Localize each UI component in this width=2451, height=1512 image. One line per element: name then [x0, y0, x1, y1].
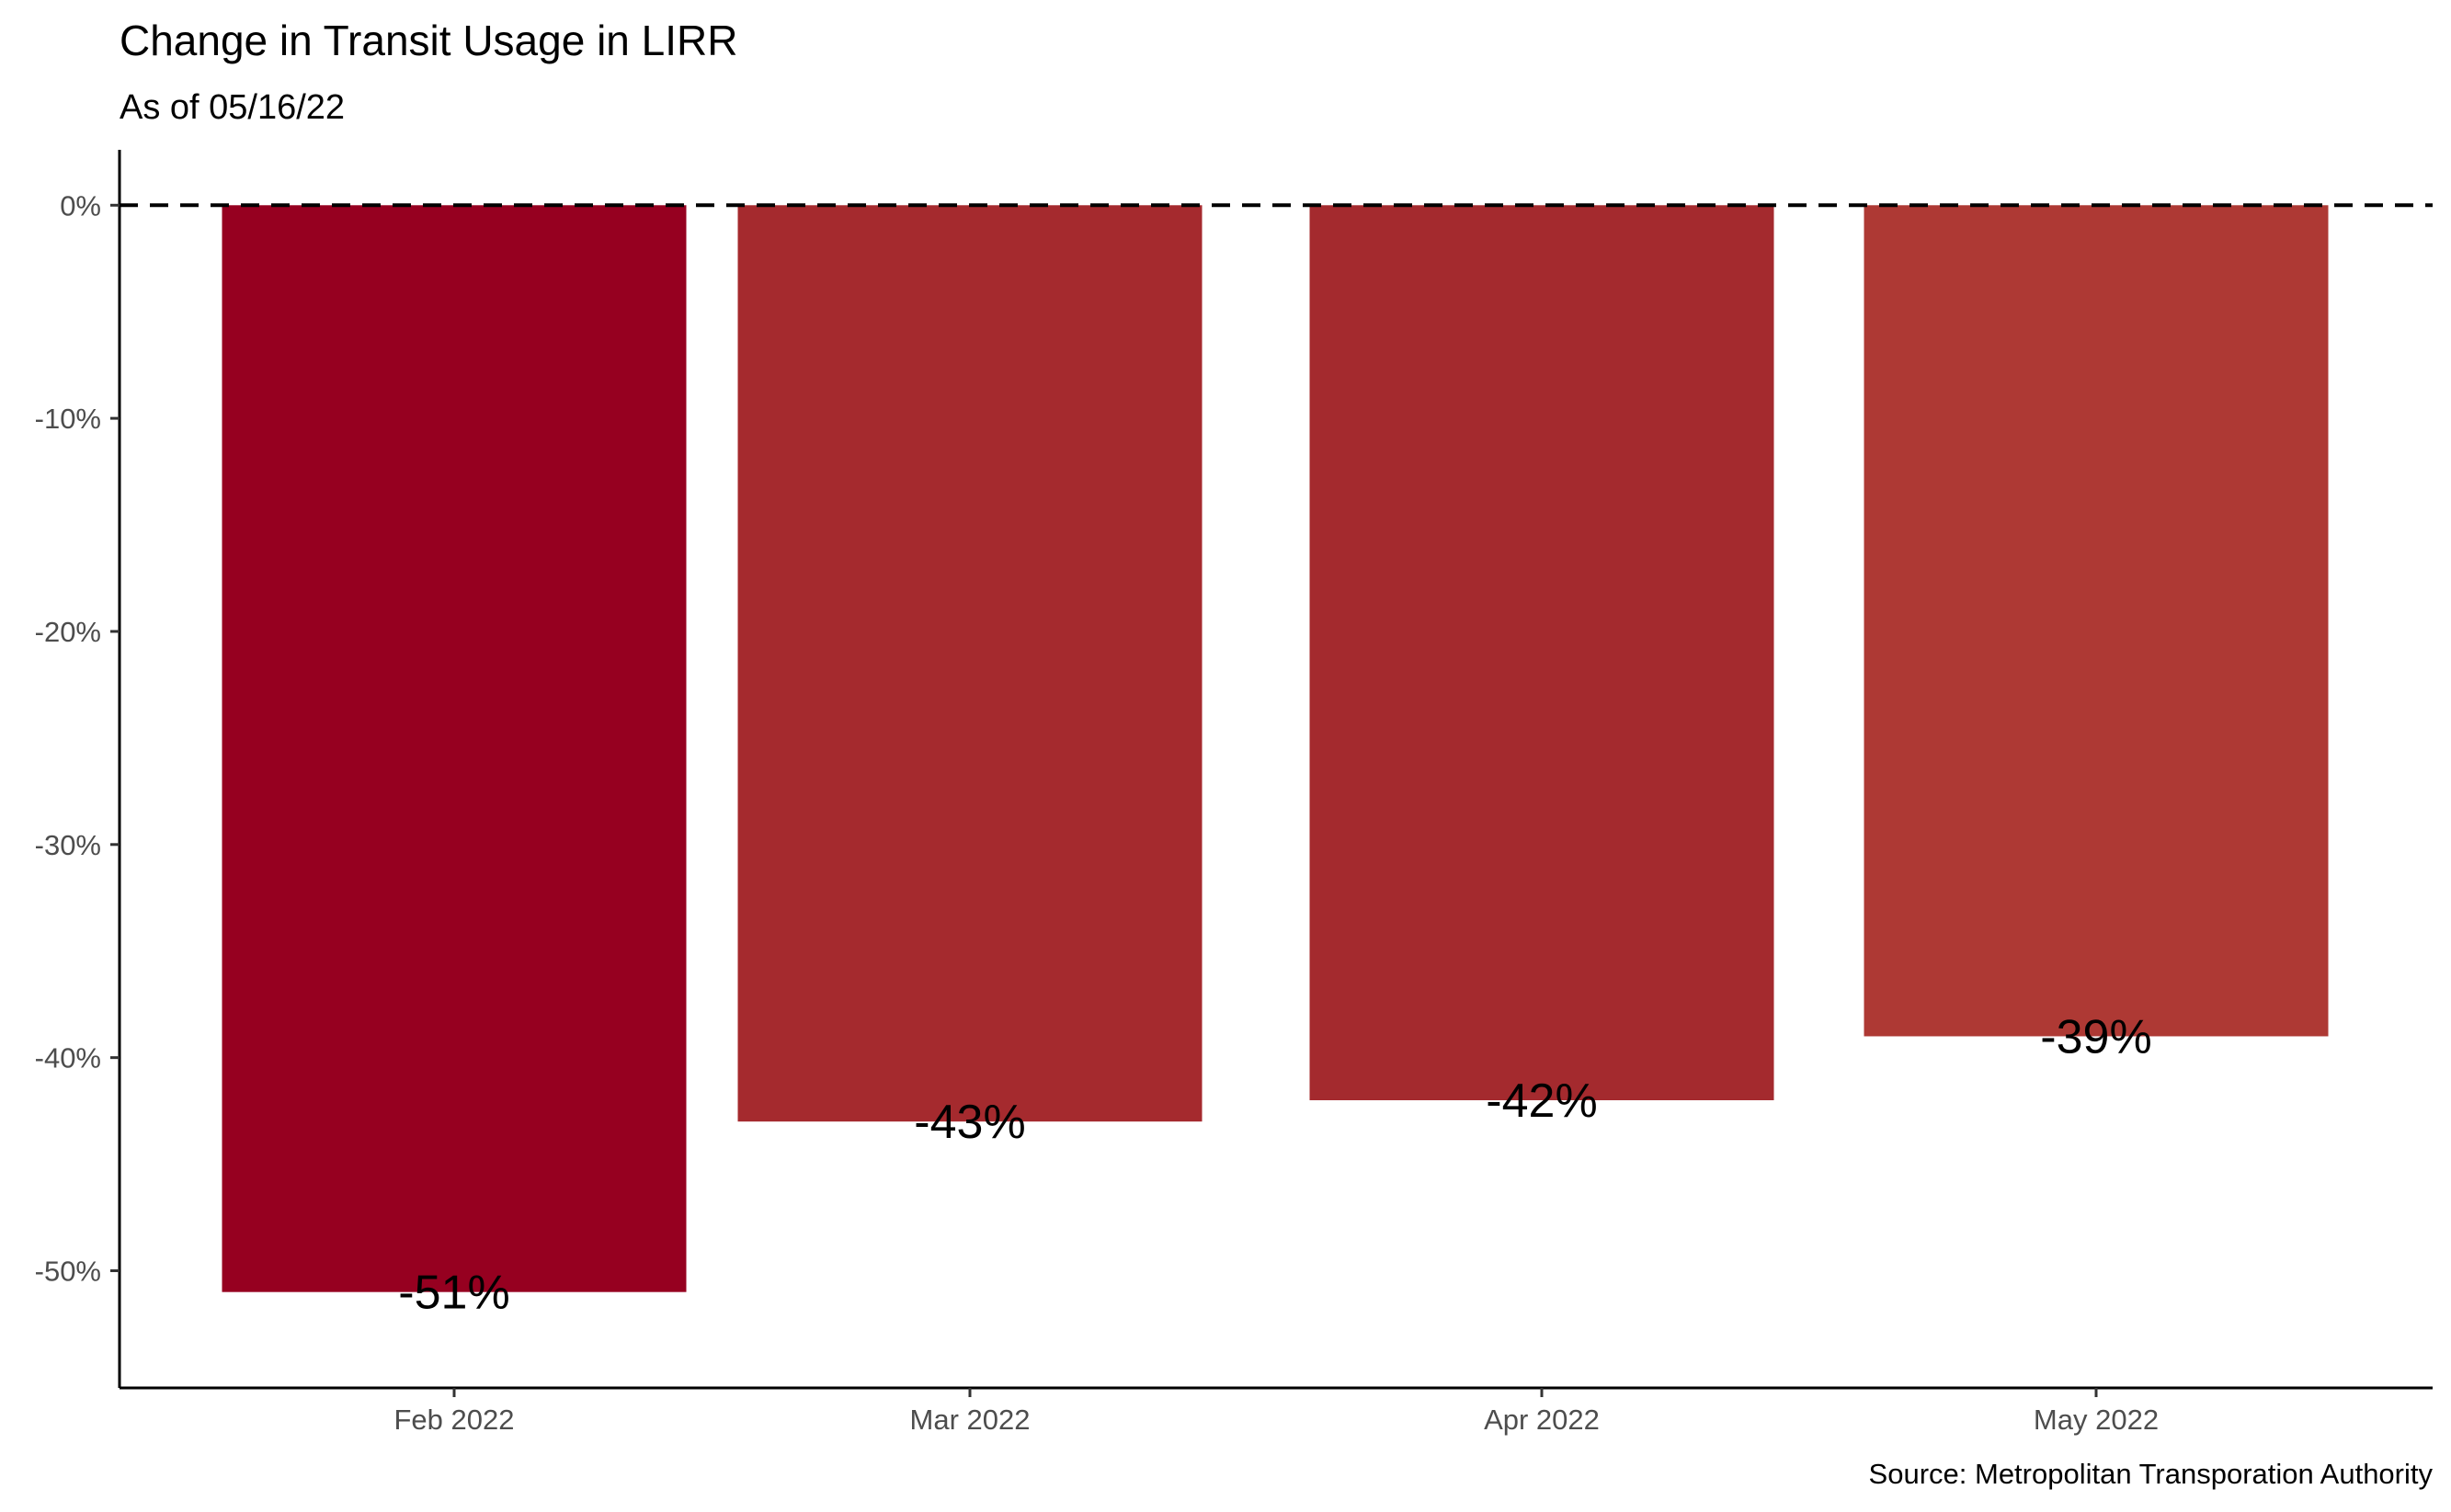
axes-layer: 0% -10% -20% -30% -40% -50% Feb 2022 Mar 2022 Ap… — [35, 150, 2433, 1436]
y-tick-label: -40% — [35, 1042, 101, 1074]
data-label: -43% — [914, 1096, 1025, 1149]
x-tick-label: Feb 2022 — [394, 1404, 515, 1436]
x-tick-label: Mar 2022 — [910, 1404, 1031, 1436]
y-tick-label: -10% — [35, 403, 101, 435]
chart-caption: Source: Metropolitan Transporation Autho… — [1869, 1458, 2434, 1490]
chart-title: Change in Transit Usage in LIRR — [120, 17, 737, 64]
data-label: -39% — [2040, 1010, 2151, 1063]
bars-layer — [222, 205, 2329, 1292]
x-tick-label: May 2022 — [2034, 1404, 2159, 1436]
bar-apr-2022 — [1309, 205, 1774, 1101]
data-label: -51% — [398, 1267, 509, 1320]
data-label: -42% — [1486, 1074, 1597, 1128]
bar-may-2022 — [1864, 205, 2329, 1037]
labels-layer: -51% -43% -42% -39% — [398, 1010, 2151, 1319]
x-tick-label: Apr 2022 — [1484, 1404, 1600, 1436]
chart-subtitle: As of 05/16/22 — [120, 88, 345, 127]
y-tick-label: 0% — [60, 189, 101, 222]
bar-feb-2022 — [222, 205, 687, 1292]
bar-mar-2022 — [737, 205, 1203, 1122]
y-tick-label: -30% — [35, 829, 101, 861]
y-tick-label: -20% — [35, 616, 101, 648]
y-tick-label: -50% — [35, 1255, 101, 1287]
